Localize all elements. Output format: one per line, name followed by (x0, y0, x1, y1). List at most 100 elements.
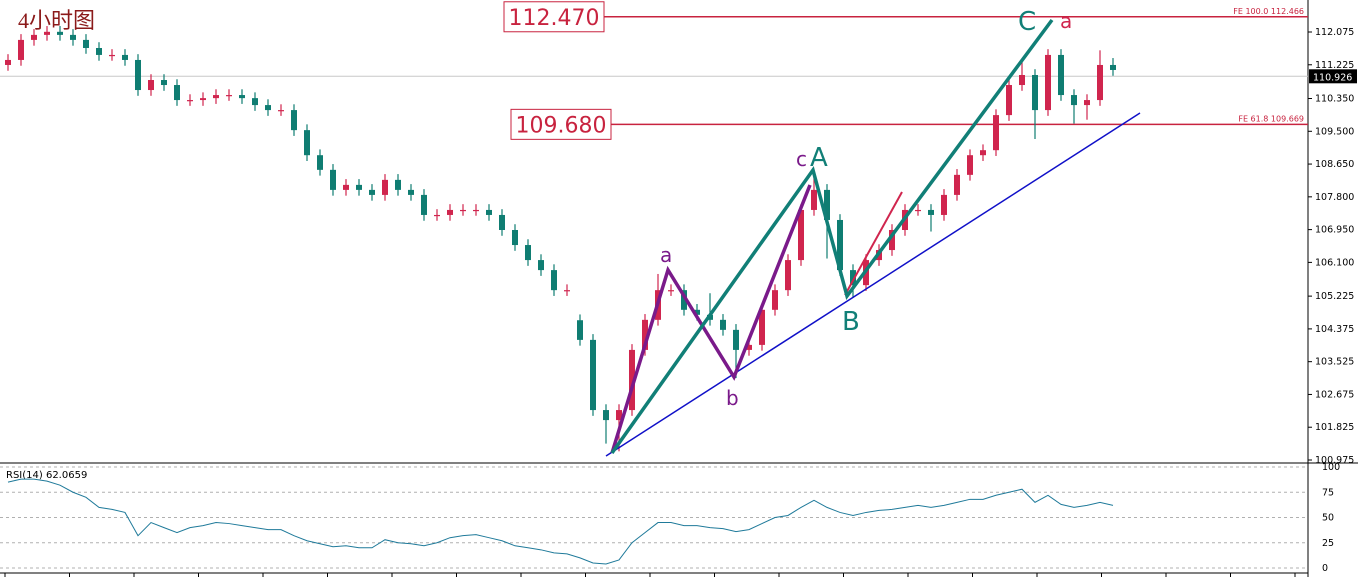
y-tick-label: 109.500 (1315, 126, 1354, 137)
candle-body (954, 174, 960, 195)
candle-body (577, 320, 583, 340)
candle-body (109, 54, 115, 57)
candle-body (681, 290, 687, 310)
candle-body (265, 105, 271, 111)
candle-body (629, 349, 635, 411)
candle-body (135, 59, 141, 91)
channel-line (844, 191, 903, 296)
candle-body (668, 290, 674, 292)
candle-body (382, 179, 388, 195)
candle-body (1045, 54, 1051, 111)
candle-body (226, 95, 232, 97)
y-tick-label: 103.525 (1315, 357, 1354, 368)
wave-label: c (796, 147, 807, 171)
candle-body (642, 319, 648, 350)
wave-label: a (1060, 9, 1072, 33)
y-tick-label: 100 (1322, 462, 1340, 473)
fib-level-label: 109.680 (516, 113, 607, 138)
candle-body (1006, 85, 1012, 116)
wave-label: A (810, 143, 828, 173)
candle-body (239, 95, 245, 99)
candle-body (5, 59, 11, 65)
candle-body (603, 410, 609, 421)
candle-body (161, 80, 167, 86)
y-tick-label: 50 (1322, 513, 1334, 524)
candle-body (473, 209, 479, 212)
candle-body (31, 34, 37, 40)
candle-body (44, 31, 50, 35)
y-tick-label: 104.375 (1315, 324, 1354, 335)
y-tick-label: 75 (1322, 487, 1334, 498)
candle-body (967, 155, 973, 175)
candle-body (1019, 74, 1025, 86)
y-tick-label: 25 (1322, 538, 1334, 549)
candle-body (83, 39, 89, 49)
candle-body (343, 184, 349, 190)
y-tick-label: 107.800 (1315, 192, 1354, 203)
candle-body (980, 150, 986, 156)
candle-body (837, 219, 843, 271)
fib-level-box (510, 108, 612, 140)
candle-body (538, 260, 544, 271)
candle-body (1097, 64, 1103, 101)
candle-body (499, 214, 505, 230)
fib-level-label: 112.470 (509, 6, 600, 31)
candle-body (1084, 100, 1090, 106)
y-tick-label: 0 (1322, 563, 1328, 574)
candle-body (850, 270, 856, 286)
candle-body (18, 39, 24, 60)
wave-label: C (1018, 7, 1036, 37)
candle-body (941, 194, 947, 215)
candle-body (317, 155, 323, 170)
candle-body (278, 110, 284, 112)
candle-body (291, 110, 297, 131)
candle-body (148, 80, 154, 91)
candle-body (915, 209, 921, 212)
y-tick-label: 110.350 (1315, 94, 1354, 105)
fib-level-box (503, 1, 605, 33)
candle-body (928, 209, 934, 215)
candle-body (720, 319, 726, 330)
y-tick-label: 106.100 (1315, 257, 1354, 268)
y-tick-label: 102.675 (1315, 389, 1354, 400)
wave-labels: a b c A B C a (660, 7, 1072, 410)
candle-body (798, 209, 804, 261)
candle-body (785, 260, 791, 291)
candle-body (408, 189, 414, 195)
candle-body (889, 229, 895, 251)
candle-body (512, 229, 518, 246)
wave-label: a (660, 243, 672, 267)
candle-body (174, 85, 180, 101)
candle-body (590, 339, 596, 411)
fib-level-note: FE 100.0 112.466 (1233, 7, 1304, 16)
y-tick-label: 100.975 (1315, 455, 1354, 466)
candle-body (551, 270, 557, 291)
candle-body (447, 209, 453, 215)
candle-body (70, 34, 76, 40)
candle-body (1071, 95, 1077, 106)
current-price-box (1309, 69, 1357, 84)
current-price-label: 110.926 (1313, 72, 1352, 83)
y-tick-label: 111.225 (1315, 60, 1354, 71)
candle-body (993, 115, 999, 151)
candle-body (733, 329, 739, 350)
candle-body (1058, 54, 1064, 96)
candle-body (57, 31, 63, 35)
y-tick-label: 106.950 (1315, 225, 1354, 236)
candle-body (304, 130, 310, 156)
y-tick-label: 112.075 (1315, 27, 1354, 38)
candle-body (434, 214, 440, 217)
fib-level-note: FE 61.8 109.669 (1238, 114, 1304, 123)
candle-body (746, 344, 752, 350)
candle-body (772, 290, 778, 310)
candle-body (694, 309, 700, 315)
candle-body (460, 209, 466, 212)
trend-line (605, 112, 1141, 457)
candle-body (824, 189, 830, 220)
candle-body (356, 184, 362, 190)
y-tick-label: 108.650 (1315, 159, 1354, 170)
candle-body (759, 309, 765, 345)
candle-body (395, 179, 401, 190)
candle-body (421, 194, 427, 215)
